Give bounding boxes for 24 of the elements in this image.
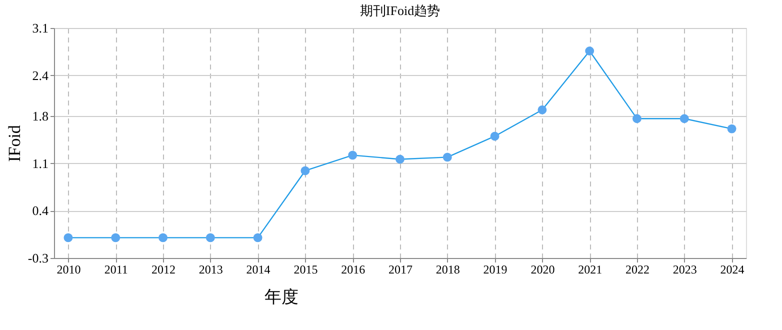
x-tick-label: 2014	[246, 262, 270, 276]
x-tick-label: 2011	[104, 262, 128, 276]
x-tick-label: 2018	[436, 262, 460, 276]
x-tick-label: 2024	[720, 262, 744, 276]
x-tick-label: 2010	[56, 262, 81, 276]
x-tick-label: 2015	[294, 262, 318, 276]
y-axis-title: IFoid	[4, 124, 24, 162]
y-tick-label: 0.4	[32, 203, 49, 218]
y-tick-label: 1.1	[32, 156, 48, 171]
x-tick-label: 2013	[198, 262, 223, 276]
chart-title: 期刊IFoid趋势	[360, 3, 440, 18]
y-tick-label: 3.1	[32, 20, 48, 36]
x-tick-label: 2022	[625, 262, 650, 276]
x-tick-label: 2017	[388, 262, 412, 276]
x-tick-label: 2021	[578, 262, 602, 276]
x-tick-label: 2023	[672, 262, 697, 276]
y-tick-label: -0.3	[28, 250, 48, 266]
x-tick-label: 2020	[530, 262, 555, 276]
y-tick-label: 2.4	[32, 68, 49, 83]
x-tick-label: 2016	[341, 262, 366, 276]
y-tick-label: 1.8	[32, 108, 48, 124]
x-tick-label: 2012	[152, 262, 176, 276]
x-axis-title: 年度	[264, 288, 298, 306]
x-tick-label: 2019	[483, 262, 508, 276]
